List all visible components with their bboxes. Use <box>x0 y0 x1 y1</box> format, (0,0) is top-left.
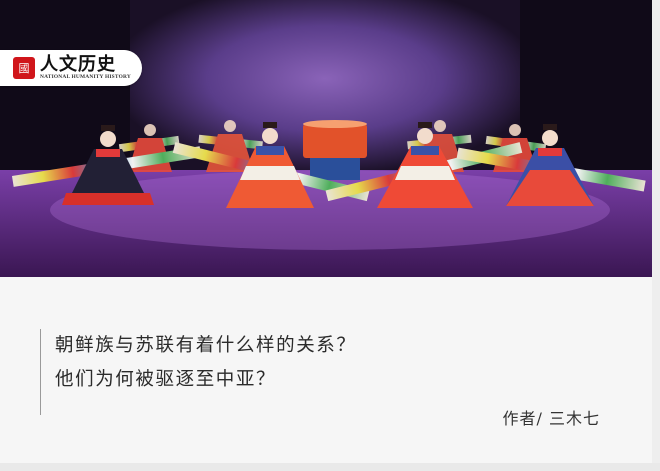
hero-photo <box>0 0 652 277</box>
stage-dance-image <box>0 0 652 277</box>
logo-wordmark: 人文历史 NATIONAL HUMANITY HISTORY <box>40 55 131 81</box>
bottom-margin <box>0 463 660 471</box>
drum <box>303 120 367 180</box>
seal-icon: 國 <box>13 57 35 79</box>
dancers-front-row <box>11 122 646 208</box>
headline-line-2: 他们为何被驱逐至中亚？ <box>55 369 277 390</box>
logo-name-cn: 人文历史 <box>40 54 116 75</box>
article-intro: 朝鲜族与苏联有着什么样的关系？ 他们为何被驱逐至中亚？ 作者/ 三木七 <box>0 277 652 463</box>
author-byline: 作者/ 三木七 <box>502 409 600 428</box>
headline-line-1: 朝鲜族与苏联有着什么样的关系？ <box>55 335 357 356</box>
quote-divider <box>40 329 41 415</box>
logo-name-en: NATIONAL HUMANITY HISTORY <box>40 74 131 80</box>
right-margin <box>652 0 660 471</box>
article-headline: 朝鲜族与苏联有着什么样的关系？ 他们为何被驱逐至中亚？ <box>55 329 357 397</box>
publication-logo[interactable]: 國 人文历史 NATIONAL HUMANITY HISTORY <box>0 50 142 86</box>
